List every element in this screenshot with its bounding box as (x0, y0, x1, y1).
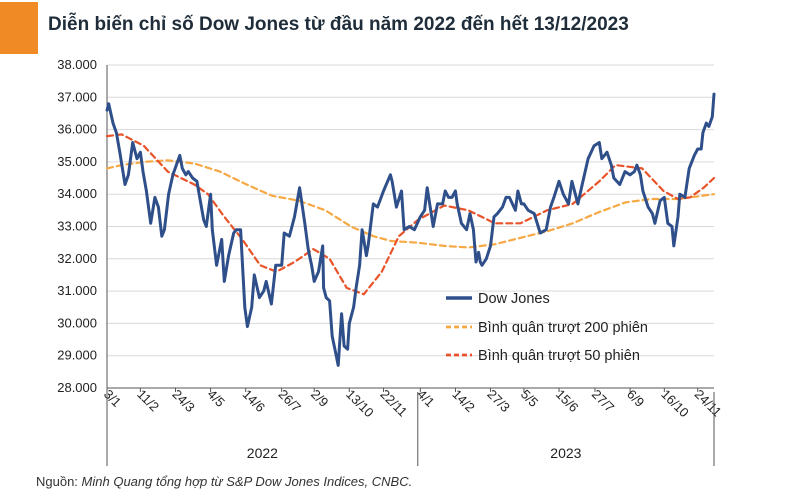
x-tick-label: 27/3 (484, 387, 513, 416)
chart-title: Diễn biến chỉ số Dow Jones từ đầu năm 20… (48, 14, 629, 35)
year-label: 2023 (550, 445, 581, 461)
x-tick-label: 24/11 (692, 387, 725, 420)
y-tick-label: 31.000 (57, 283, 97, 298)
series-line-1 (105, 159, 716, 249)
source-label: Nguồn: (36, 474, 78, 489)
series-line-2 (105, 133, 716, 296)
x-tick-label: 27/7 (589, 387, 618, 416)
year-label: 2022 (247, 445, 278, 461)
source-note: Nguồn: Minh Quang tổng hợp từ S&P Dow Jo… (36, 474, 412, 489)
x-tick-label: 3/1 (101, 387, 124, 410)
x-tick-label: 13/10 (343, 387, 377, 421)
chart-area: 28.000 29.000 30.000 31.000 32.000 33.000 34.0… (57, 57, 725, 466)
y-axis: 28.000 29.000 30.000 31.000 32.000 33.000 34.0… (57, 57, 108, 395)
x-tick-label: 6/9 (624, 387, 647, 410)
title-accent-bar (0, 2, 38, 54)
y-tick-label: 36.000 (57, 122, 97, 137)
legend-label-2: Bình quân trượt 50 phiên (478, 348, 640, 364)
x-tick-label: 24/3 (169, 387, 198, 416)
y-tick-label: 38.000 (57, 57, 97, 72)
legend: Dow Jones Bình quân trượt 200 phiên Bình q… (446, 291, 648, 364)
y-tick-label: 30.000 (57, 315, 97, 330)
x-tick-label: 14/2 (449, 387, 478, 416)
legend-label-0: Dow Jones (478, 291, 550, 307)
y-tick-label: 28.000 (57, 380, 97, 395)
x-tick-label: 5/5 (518, 387, 541, 410)
source-text: Minh Quang tổng hợp từ S&P Dow Jones Ind… (81, 474, 413, 489)
y-tick-label: 32.000 (57, 251, 97, 266)
x-tick-label: 2/9 (308, 387, 331, 410)
legend-label-1: Bình quân trượt 200 phiên (478, 320, 648, 336)
x-tick-label: 14/6 (240, 387, 269, 416)
x-tick-label: 4/5 (204, 387, 227, 410)
series-layer (105, 92, 716, 367)
title-bar: Diễn biến chỉ số Dow Jones từ đầu năm 20… (0, 0, 800, 60)
x-tick-label: 15/6 (553, 387, 582, 416)
x-tick-label: 11/2 (134, 387, 162, 415)
x-tick-label: 22/11 (377, 387, 410, 420)
y-tick-label: 33.000 (57, 219, 97, 234)
x-tick-label: 26/7 (276, 387, 305, 416)
series-line-0 (105, 92, 716, 367)
x-axis: 3/1 11/2 24/3 4/5 14/6 26/7 2/9 13/10 22/11 4/1 14… (101, 387, 725, 466)
y-tick-label: 29.000 (57, 348, 97, 363)
y-tick-label: 35.000 (57, 154, 97, 169)
y-tick-label: 37.000 (57, 89, 97, 104)
y-tick-label: 34.000 (57, 186, 97, 201)
x-tick-label: 16/10 (658, 387, 692, 421)
